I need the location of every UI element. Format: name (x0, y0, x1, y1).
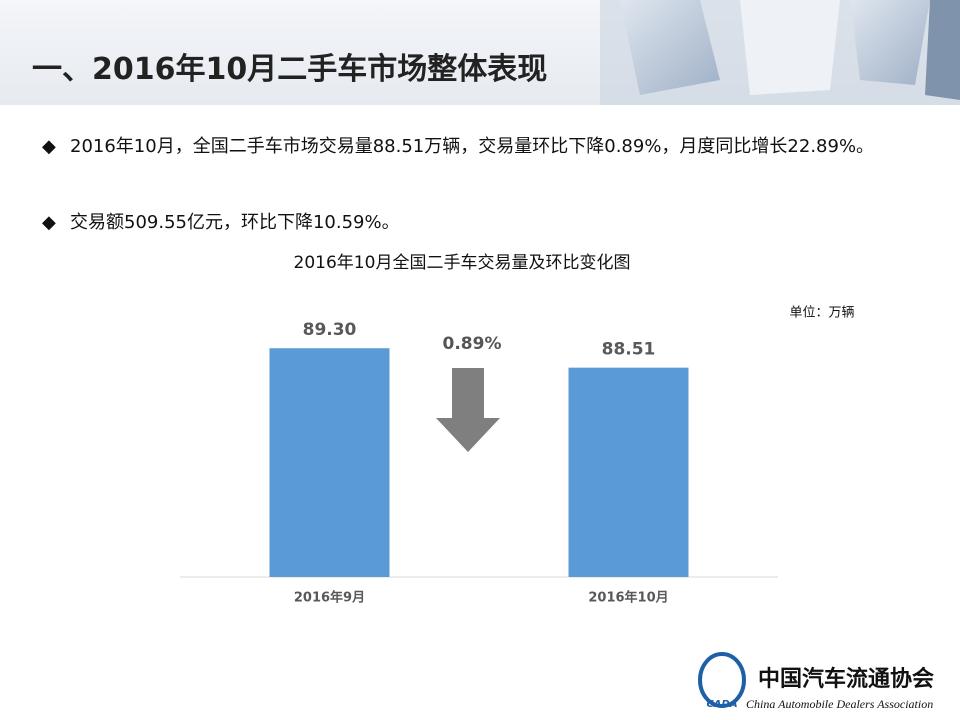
down-arrow (436, 368, 500, 452)
chart-title: 2016年10月全国二手车交易量及环比变化图 (294, 253, 631, 273)
bullet-text: 交易额509.55亿元，环比下降10.59%。 (70, 212, 400, 233)
logo-en: China Automobile Dealers Association (746, 697, 933, 711)
value-label: 88.51 (602, 340, 656, 360)
header: 一、2016年10月二手车市场整体表现 (0, 0, 960, 105)
bullet-icon: ◆ (42, 136, 56, 157)
header-art (600, 0, 960, 105)
bullet-icon: ◆ (42, 212, 56, 233)
bar (269, 348, 390, 577)
bullet: ◆ 交易额509.55亿元，环比下降10.59%。 (42, 204, 912, 242)
logo-abbr: CADA (706, 699, 737, 710)
logo-cn: 中国汽车流通协会 (758, 666, 934, 692)
unit-label: 单位：万辆 (789, 306, 854, 321)
x-tick-label: 2016年9月 (294, 590, 365, 606)
logo: CADA 中国汽车流通协会 China Automobile Dealers A… (698, 652, 934, 711)
value-label: 89.30 (303, 320, 357, 340)
bullet: ◆ 2016年10月，全国二手车市场交易量88.51万辆，交易量环比下降0.89… (42, 128, 912, 166)
logo-emblem (698, 652, 746, 708)
bullet-text: 2016年10月，全国二手车市场交易量88.51万辆，交易量环比下降0.89%，… (70, 136, 875, 157)
change-annotation: 0.89% (443, 334, 502, 354)
x-tick-label: 2016年10月 (588, 590, 668, 606)
bar (568, 367, 689, 577)
header-title: 一、2016年10月二手车市场整体表现 (32, 52, 548, 87)
